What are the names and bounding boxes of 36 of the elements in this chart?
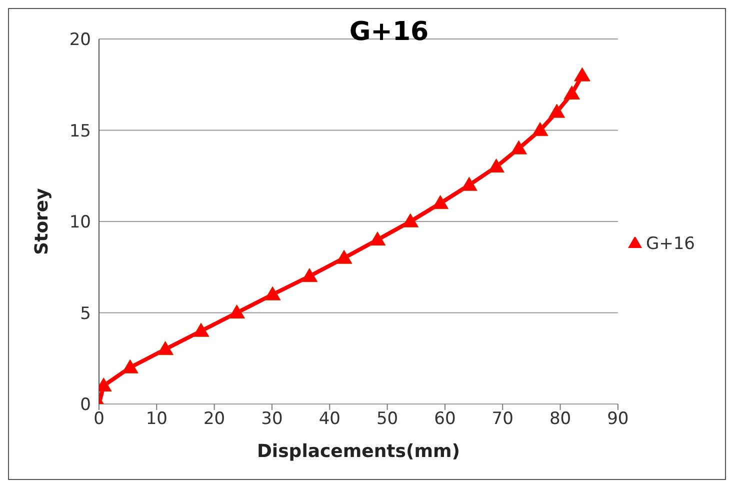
point [369, 232, 386, 246]
point [510, 140, 528, 154]
y-axis-title: Storey [31, 188, 52, 255]
y-tick-label: 15 [69, 121, 91, 142]
y-tick-label: 20 [69, 30, 91, 50]
x-tick-label: 50 [376, 409, 398, 430]
x-tick-label: 0 [94, 409, 104, 430]
x-tick-label: 40 [318, 409, 340, 430]
y-tick-label: 0 [80, 395, 91, 416]
point [336, 250, 352, 264]
point [460, 176, 478, 191]
x-tick-label: 20 [204, 409, 226, 430]
point [532, 122, 548, 136]
x-tick-label: 30 [261, 409, 283, 430]
x-tick-label: 70 [492, 409, 514, 430]
point [488, 158, 505, 173]
x-tick-label: 10 [146, 409, 168, 430]
point [264, 286, 281, 300]
point [548, 104, 566, 118]
point [122, 359, 138, 374]
chart-title: G+16 [348, 17, 430, 47]
point [574, 67, 590, 82]
y-tick-label: 10 [69, 212, 91, 233]
y-tick-label: 5 [80, 304, 91, 324]
x-axis-title: Displacements(mm) [256, 441, 460, 462]
x-tick-label: 90 [607, 409, 629, 430]
point [157, 341, 174, 356]
point [192, 322, 210, 337]
point [301, 268, 318, 282]
x-tick-label: 60 [434, 409, 456, 430]
legend-label: G+16 [646, 234, 695, 254]
point [432, 195, 449, 210]
point [228, 304, 246, 319]
point [402, 213, 419, 228]
x-tick-label: 80 [549, 409, 572, 430]
point [564, 86, 580, 100]
